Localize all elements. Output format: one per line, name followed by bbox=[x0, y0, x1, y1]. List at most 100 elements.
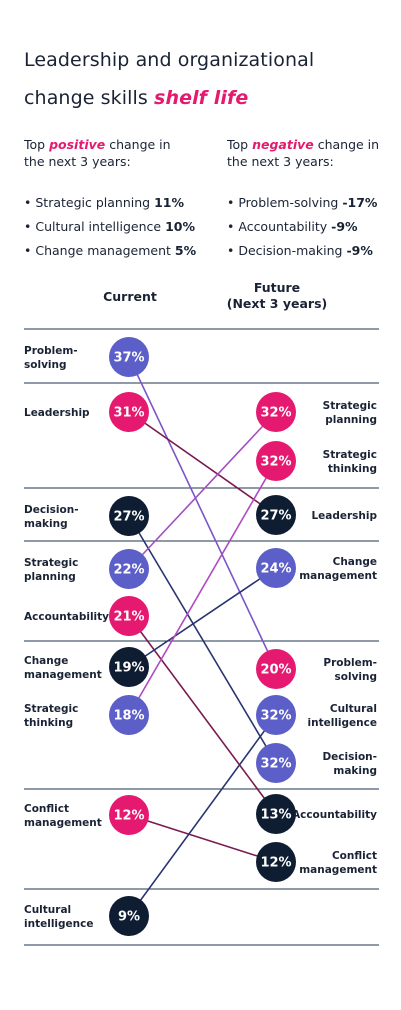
slope-line bbox=[128, 615, 277, 815]
value-circle bbox=[109, 795, 149, 835]
future-head-line1: Future bbox=[253, 280, 301, 295]
value-circle bbox=[109, 695, 149, 735]
value-circle bbox=[256, 649, 296, 689]
slope-line bbox=[128, 460, 277, 716]
slope-line bbox=[128, 714, 277, 917]
current-skill-label: Strategic planning bbox=[24, 557, 78, 583]
chart-title-line-2: change skills shelf life bbox=[24, 87, 248, 109]
future-value-marker: 24% bbox=[256, 548, 296, 588]
current-value-marker: 19% bbox=[109, 647, 149, 687]
value-circle bbox=[256, 495, 296, 535]
value-label: 12% bbox=[260, 856, 291, 871]
current-skill-label: Problem-solving bbox=[24, 345, 78, 371]
current-skill-label: Decision-making bbox=[24, 504, 79, 530]
future-value-marker: 20% bbox=[256, 649, 296, 689]
value-label: 27% bbox=[260, 509, 291, 524]
current-skill-label: Accountability bbox=[24, 611, 109, 623]
positive-list: • Strategic planning 11% • Cultural inte… bbox=[24, 191, 219, 263]
value-circle bbox=[256, 794, 296, 834]
future-value-marker: 12% bbox=[256, 842, 296, 882]
positive-item: • Change management 5% bbox=[24, 243, 197, 258]
chart-title-line-1: Leadership and organizational bbox=[24, 49, 315, 71]
value-label: 32% bbox=[260, 406, 291, 421]
future-value-marker: 27% bbox=[256, 495, 296, 535]
negative-item: • Problem-solving -17% bbox=[227, 195, 378, 210]
positive-head-line2: the next 3 years: bbox=[24, 154, 131, 169]
future-column-header: Future (Next 3 years) bbox=[222, 280, 332, 312]
title-prefix: change skills bbox=[24, 87, 155, 109]
value-label: 32% bbox=[260, 455, 291, 470]
value-circle bbox=[256, 743, 296, 783]
current-skill-label: Conflict management bbox=[24, 803, 102, 829]
positive-head-prefix: Top bbox=[24, 137, 50, 152]
value-circle bbox=[109, 392, 149, 432]
future-skill-label: Accountability bbox=[292, 809, 377, 821]
negative-head-line2: the next 3 years: bbox=[227, 154, 334, 169]
value-label: 21% bbox=[113, 610, 144, 625]
positive-item: • Strategic planning 11% bbox=[24, 195, 184, 210]
future-skill-label: Leadership bbox=[311, 510, 377, 522]
value-label: 9% bbox=[118, 910, 140, 925]
value-circle bbox=[109, 596, 149, 636]
current-value-marker: 31% bbox=[109, 392, 149, 432]
future-skill-label: Strategic thinking bbox=[323, 449, 377, 475]
negative-head-accent: negative bbox=[252, 137, 314, 152]
current-value-marker: 37% bbox=[109, 337, 149, 377]
future-skill-label: Conflict management bbox=[299, 850, 377, 876]
value-label: 31% bbox=[113, 406, 144, 421]
current-value-marker: 12% bbox=[109, 795, 149, 835]
value-label: 19% bbox=[113, 661, 144, 676]
future-value-marker: 32% bbox=[256, 441, 296, 481]
slope-line bbox=[128, 515, 277, 764]
future-value-marker: 32% bbox=[256, 743, 296, 783]
value-circle bbox=[256, 842, 296, 882]
future-value-marker: 13% bbox=[256, 794, 296, 834]
future-skill-label: Strategic planning bbox=[323, 400, 377, 426]
slope-line bbox=[128, 356, 277, 670]
value-label: 12% bbox=[113, 809, 144, 824]
current-value-marker: 18% bbox=[109, 695, 149, 735]
current-skill-label: Leadership bbox=[24, 407, 90, 419]
value-label: 20% bbox=[260, 663, 291, 678]
value-circle bbox=[109, 496, 149, 536]
value-label: 37% bbox=[113, 351, 144, 366]
negative-heading: Top negative change in the next 3 years: bbox=[227, 136, 397, 170]
slope-line bbox=[128, 411, 277, 516]
negative-item: • Decision-making -9% bbox=[227, 243, 373, 258]
value-label: 22% bbox=[113, 563, 144, 578]
slope-line bbox=[128, 814, 277, 863]
future-head-line2: (Next 3 years) bbox=[226, 296, 328, 311]
positive-heading: Top positive change in the next 3 years: bbox=[24, 136, 214, 170]
value-circle bbox=[109, 896, 149, 936]
positive-item: • Cultural intelligence 10% bbox=[24, 219, 195, 234]
value-label: 18% bbox=[113, 709, 144, 724]
negative-list: • Problem-solving -17% • Accountability … bbox=[227, 191, 397, 263]
value-circle bbox=[256, 548, 296, 588]
value-circle bbox=[256, 441, 296, 481]
current-value-marker: 27% bbox=[109, 496, 149, 536]
title-accent: shelf life bbox=[154, 87, 249, 109]
current-column-header: Current bbox=[103, 289, 157, 304]
future-skill-label: Change management bbox=[299, 556, 377, 582]
value-label: 27% bbox=[113, 510, 144, 525]
current-skill-label: Change management bbox=[24, 655, 102, 681]
current-value-marker: 9% bbox=[109, 896, 149, 936]
value-circle bbox=[256, 695, 296, 735]
negative-head-prefix: Top bbox=[227, 137, 253, 152]
value-circle bbox=[256, 392, 296, 432]
value-circle bbox=[109, 337, 149, 377]
future-skill-label: Cultural intelligence bbox=[308, 703, 377, 729]
current-value-marker: 21% bbox=[109, 596, 149, 636]
slope-line bbox=[128, 567, 277, 668]
future-skill-label: Problem-solving bbox=[323, 657, 377, 683]
current-value-marker: 22% bbox=[109, 549, 149, 589]
slope-line bbox=[128, 411, 277, 570]
current-skill-label: Strategic thinking bbox=[24, 703, 78, 729]
current-skill-label: Cultural intelligence bbox=[24, 904, 93, 930]
negative-head-suffix: change in bbox=[313, 137, 380, 152]
value-label: 24% bbox=[260, 562, 291, 577]
future-value-marker: 32% bbox=[256, 392, 296, 432]
future-value-marker: 32% bbox=[256, 695, 296, 735]
value-circle bbox=[109, 647, 149, 687]
